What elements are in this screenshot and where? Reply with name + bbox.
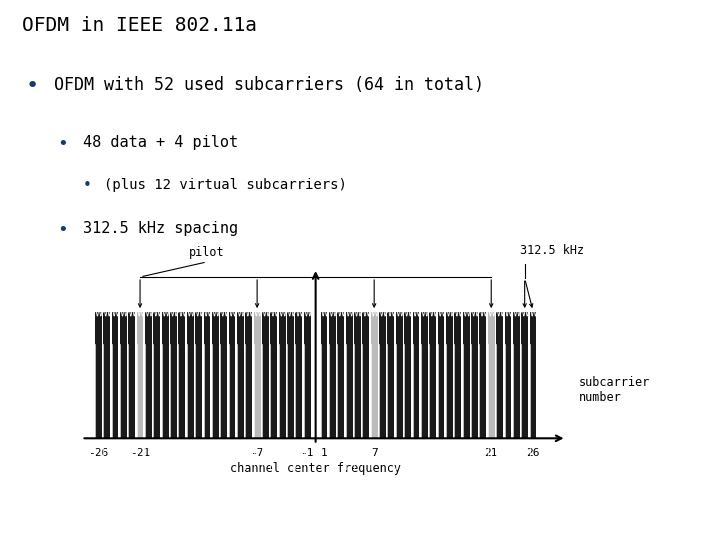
- Text: •: •: [58, 221, 68, 239]
- Bar: [237, 312, 244, 438]
- Bar: [463, 312, 469, 438]
- Text: 1: 1: [320, 448, 328, 458]
- Bar: [521, 312, 528, 438]
- Bar: [421, 312, 428, 438]
- Bar: [195, 312, 202, 438]
- Text: OFDM in IEEE 802.11a: OFDM in IEEE 802.11a: [22, 16, 256, 35]
- Bar: [496, 312, 503, 438]
- Text: (plus 12 virtual subcarriers): (plus 12 virtual subcarriers): [104, 178, 347, 192]
- Text: 312.5 kHz spacing: 312.5 kHz spacing: [83, 221, 238, 237]
- Bar: [253, 312, 261, 438]
- Bar: [137, 312, 143, 438]
- Bar: [530, 312, 536, 438]
- Bar: [179, 312, 185, 438]
- Text: •: •: [58, 135, 68, 153]
- Bar: [246, 312, 252, 438]
- Bar: [438, 312, 444, 438]
- Text: pilot: pilot: [189, 246, 225, 259]
- Bar: [362, 312, 369, 438]
- Bar: [487, 312, 495, 438]
- Bar: [346, 312, 353, 438]
- Bar: [480, 312, 486, 438]
- Bar: [95, 312, 102, 438]
- Bar: [454, 312, 462, 438]
- Bar: [396, 312, 402, 438]
- Bar: [228, 312, 235, 438]
- Bar: [304, 312, 311, 438]
- Text: 7: 7: [371, 448, 377, 458]
- Bar: [295, 312, 302, 438]
- Bar: [320, 312, 328, 438]
- Text: -1: -1: [300, 448, 314, 458]
- Text: -21: -21: [130, 448, 150, 458]
- Text: 26: 26: [526, 448, 540, 458]
- Text: subcarrier
number: subcarrier number: [579, 376, 650, 404]
- Text: channel center frequency: channel center frequency: [230, 462, 401, 475]
- Bar: [145, 312, 152, 438]
- Bar: [103, 312, 110, 438]
- Bar: [212, 312, 219, 438]
- Bar: [505, 312, 511, 438]
- Bar: [379, 312, 386, 438]
- Bar: [262, 312, 269, 438]
- Bar: [354, 312, 361, 438]
- Bar: [128, 312, 135, 438]
- Bar: [413, 312, 420, 438]
- Bar: [186, 312, 194, 438]
- Text: •: •: [25, 76, 38, 96]
- Text: OFDM with 52 used subcarriers (64 in total): OFDM with 52 used subcarriers (64 in tot…: [54, 76, 484, 93]
- Bar: [446, 312, 453, 438]
- Bar: [429, 312, 436, 438]
- Bar: [220, 312, 227, 438]
- Text: •: •: [83, 178, 91, 193]
- Bar: [513, 312, 520, 438]
- Bar: [120, 312, 127, 438]
- Text: 21: 21: [485, 448, 498, 458]
- Bar: [287, 312, 294, 438]
- Bar: [112, 312, 118, 438]
- Bar: [337, 312, 344, 438]
- Text: -7: -7: [251, 448, 264, 458]
- Bar: [387, 312, 395, 438]
- Text: 48 data + 4 pilot: 48 data + 4 pilot: [83, 135, 238, 150]
- Bar: [371, 312, 377, 438]
- Bar: [279, 312, 286, 438]
- Bar: [170, 312, 177, 438]
- Bar: [271, 312, 277, 438]
- Bar: [329, 312, 336, 438]
- Bar: [153, 312, 161, 438]
- Bar: [404, 312, 411, 438]
- Text: -26: -26: [88, 448, 109, 458]
- Bar: [204, 312, 210, 438]
- Bar: [162, 312, 168, 438]
- Bar: [471, 312, 478, 438]
- Text: 312.5 kHz: 312.5 kHz: [521, 244, 585, 257]
